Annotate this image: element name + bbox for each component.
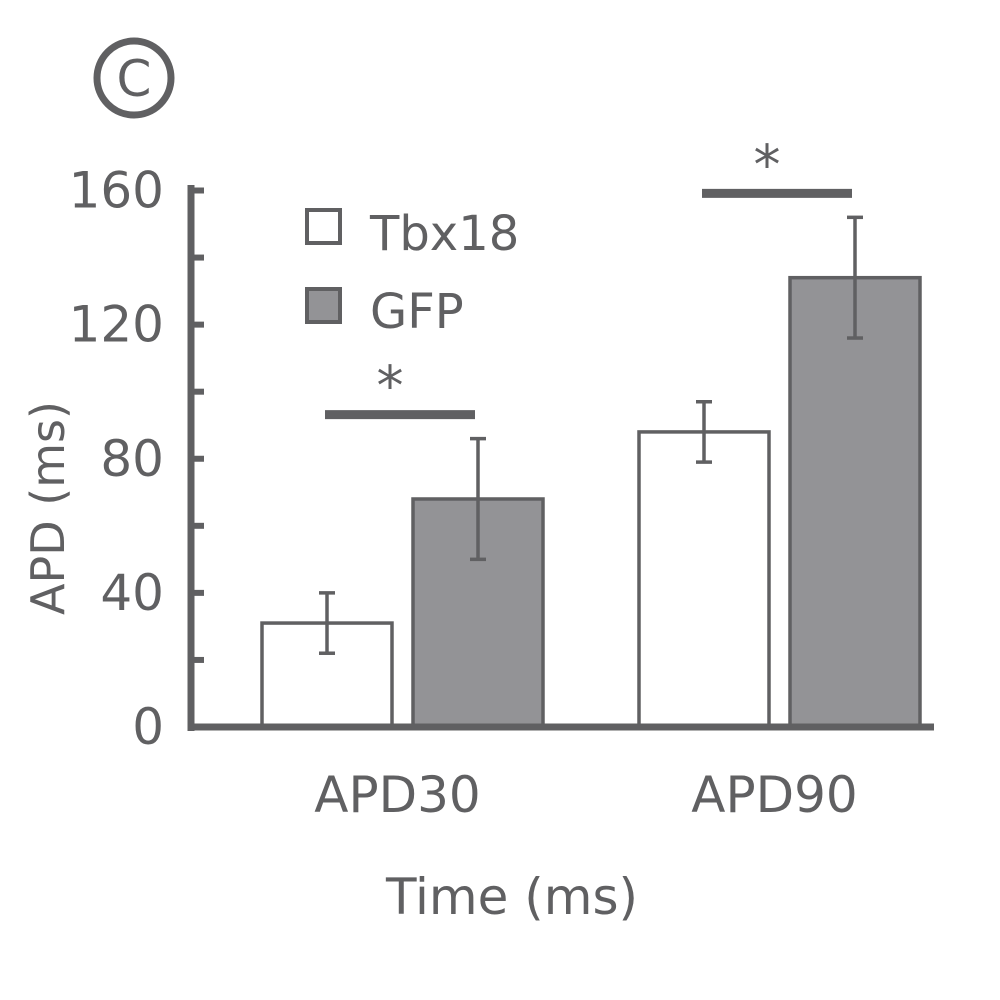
x-tick-label-apd90: APD90: [691, 766, 857, 824]
panel-label-text: C: [117, 50, 152, 108]
bar-tbx18-apd90: [637, 430, 771, 729]
y-tick-label-40: 40: [100, 564, 164, 622]
legend: Tbx18 GFP: [305, 206, 519, 340]
y-tick-label-80: 80: [100, 430, 164, 488]
axes-layer: [187, 185, 934, 731]
legend-label-gfp: GFP: [370, 284, 464, 340]
error-bar-gfp-apd30: [470, 436, 486, 562]
svg-text:*: *: [754, 133, 781, 196]
y-axis-title: APD (ms): [21, 401, 75, 615]
x-axis-title: Time (ms): [385, 868, 638, 926]
panel-label-circle: [93, 37, 175, 119]
x-tick-label-apd30: APD30: [314, 766, 480, 824]
error-bar-tbx18-apd90: [696, 399, 712, 464]
significance-apd30: *: [325, 355, 475, 420]
legend-swatch-gfp: [305, 287, 342, 324]
panel-label: C: [93, 37, 175, 119]
error-bar-gfp-apd90: [847, 215, 863, 340]
y-tick-label-120: 120: [69, 296, 164, 354]
error-bar-tbx18-apd30: [319, 591, 335, 655]
bar-gfp-apd90: [788, 275, 922, 729]
error-bars-layer: [319, 215, 863, 655]
significance-layer: **: [325, 133, 852, 420]
y-tick-label-0: 0: [132, 698, 164, 756]
svg-text:*: *: [377, 355, 404, 418]
legend-swatch-tbx18: [305, 208, 342, 245]
bars-layer: [260, 275, 922, 729]
tick-labels-layer: APD30 APD90 0 40 80 120 160: [69, 162, 858, 825]
y-tick-label-160: 160: [69, 162, 164, 220]
legend-label-tbx18: Tbx18: [369, 206, 519, 262]
significance-apd90: *: [702, 133, 852, 198]
